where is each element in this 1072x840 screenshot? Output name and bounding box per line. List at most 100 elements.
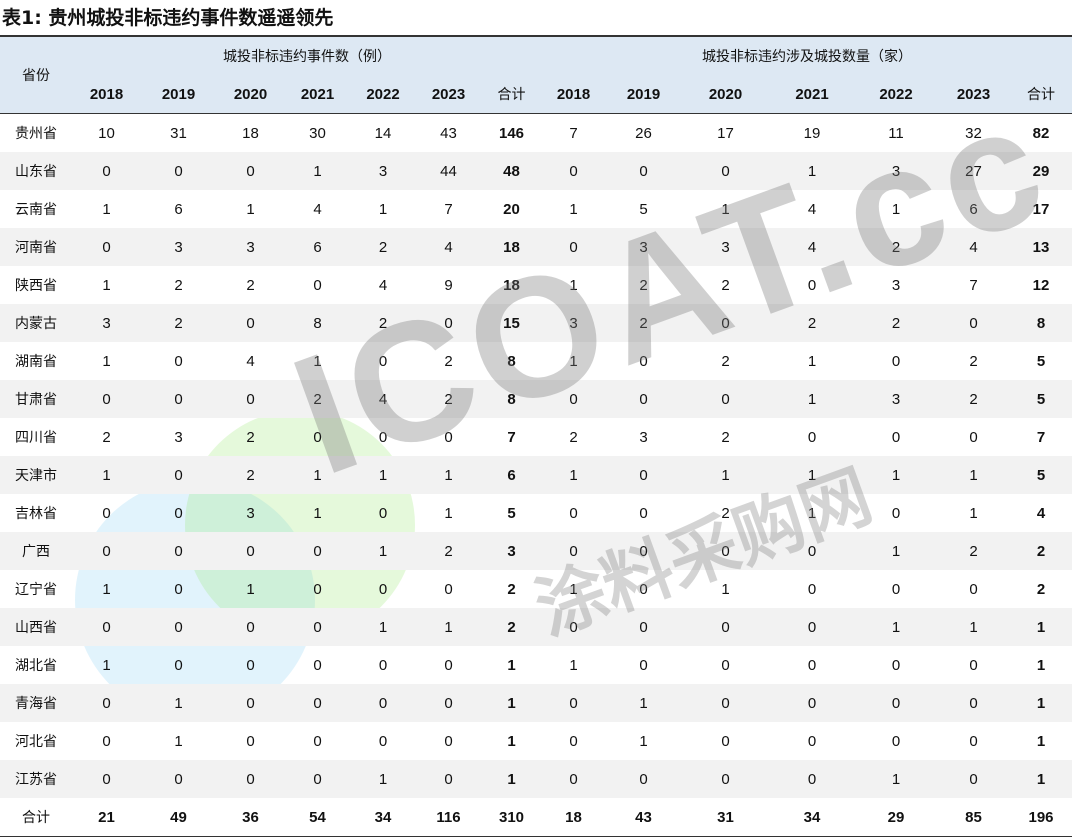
column-header: 2022 [879, 85, 913, 103]
events-cell: 1 [102, 580, 111, 598]
entities-cell: 0 [569, 238, 578, 256]
entities-cell: 7 [969, 276, 978, 294]
events-cell: 1 [313, 352, 322, 370]
events-cell: 7 [444, 200, 453, 218]
entities-cell: 0 [969, 770, 978, 788]
province-cell: 山东省 [15, 164, 57, 180]
entities-cell: 1 [1036, 694, 1046, 712]
events-cell: 7 [507, 428, 516, 446]
events-cell: 0 [174, 390, 183, 408]
events-cell: 0 [174, 504, 183, 522]
events-cell: 1 [444, 504, 453, 522]
events-cell: 0 [246, 618, 255, 636]
province-cell: 青海省 [15, 696, 57, 712]
table-row: 河北省 0 1 0 0 0 0 1 0 1 0 0 0 0 1 [0, 722, 1072, 760]
table-row: 天津市 1 0 2 1 1 1 6 1 0 1 1 1 1 5 [0, 456, 1072, 494]
entities-cell: 0 [721, 542, 730, 560]
entities-cell: 0 [721, 694, 730, 712]
entities-cell: 0 [569, 504, 578, 522]
table-row: 甘肃省 0 0 0 2 4 2 8 0 0 0 1 3 2 5 [0, 380, 1072, 418]
events-cell: 0 [102, 694, 111, 712]
province-cell: 陕西省 [15, 278, 57, 294]
events-cell: 0 [174, 352, 183, 370]
province-cell: 河北省 [15, 734, 57, 750]
events-cell: 0 [378, 428, 388, 446]
events-cell: 1 [378, 200, 388, 218]
entities-cell: 2 [721, 504, 730, 522]
entities-cell: 1 [639, 732, 648, 750]
province-cell: 天津市 [15, 468, 57, 484]
table-row: 辽宁省 1 0 1 0 0 0 2 1 0 1 0 0 0 2 [0, 570, 1072, 608]
table-row: 青海省 0 1 0 0 0 0 1 0 1 0 0 0 0 1 [0, 684, 1072, 722]
entities-cell: 29 [887, 808, 905, 826]
entities-cell: 2 [969, 390, 978, 408]
entities-cell: 0 [569, 542, 578, 560]
events-cell: 0 [246, 770, 255, 788]
entities-cell: 0 [891, 580, 901, 598]
events-cell: 4 [444, 238, 453, 256]
events-cell: 3 [378, 162, 388, 180]
entities-cell: 3 [721, 238, 730, 256]
table-row: 山东省 0 0 0 1 3 44 48 0 0 0 1 3 27 29 [0, 152, 1072, 190]
entities-cell: 0 [721, 656, 730, 674]
events-cell: 2 [378, 314, 388, 332]
entities-cell: 0 [639, 466, 648, 484]
table-row: 云南省 1 6 1 4 1 7 20 1 5 1 4 1 6 17 [0, 190, 1072, 228]
entities-cell: 1 [721, 466, 730, 484]
events-cell: 31 [170, 124, 187, 142]
entities-cell: 5 [639, 200, 648, 218]
events-cell: 146 [498, 124, 525, 142]
events-cell: 6 [313, 238, 322, 256]
table-row: 河南省 0 3 3 6 2 4 18 0 3 3 4 2 4 13 [0, 228, 1072, 266]
entities-cell: 31 [717, 808, 734, 826]
entities-cell: 32 [965, 124, 982, 142]
entities-cell: 0 [569, 162, 578, 180]
entities-cell: 2 [807, 314, 817, 332]
events-cell: 49 [170, 808, 187, 826]
events-cell: 0 [444, 770, 453, 788]
entities-cell: 3 [639, 428, 648, 446]
events-cell: 1 [378, 618, 388, 636]
events-cell: 0 [102, 618, 111, 636]
entities-cell: 1 [569, 580, 578, 598]
entities-cell: 5 [1036, 352, 1046, 370]
events-cell: 310 [498, 808, 525, 826]
entities-cell: 0 [721, 314, 730, 332]
province-cell: 四川省 [15, 430, 57, 446]
province-cell: 湖南省 [15, 354, 57, 370]
events-cell: 1 [313, 466, 322, 484]
events-cell: 0 [313, 656, 322, 674]
column-header: 2019 [626, 85, 661, 103]
entities-cell: 0 [891, 428, 901, 446]
entities-cell: 7 [569, 124, 578, 142]
events-cell: 0 [444, 314, 453, 332]
table-row: 内蒙古 3 2 0 8 2 0 15 3 2 0 2 2 0 8 [0, 304, 1072, 342]
entities-cell: 0 [721, 390, 730, 408]
events-cell: 36 [242, 808, 259, 826]
events-cell: 0 [174, 656, 183, 674]
events-cell: 0 [174, 542, 183, 560]
events-cell: 0 [246, 732, 255, 750]
province-header: 省份 [22, 68, 50, 84]
events-cell: 3 [102, 314, 111, 332]
entities-cell: 3 [891, 276, 901, 294]
entities-cell: 0 [891, 732, 901, 750]
events-cell: 0 [174, 466, 183, 484]
events-cell: 2 [174, 276, 183, 294]
entities-cell: 196 [1028, 808, 1054, 826]
events-cell: 0 [313, 732, 322, 750]
events-cell: 0 [444, 580, 453, 598]
column-header: 2022 [366, 85, 400, 103]
entities-cell: 17 [1032, 200, 1050, 218]
events-cell: 0 [313, 770, 322, 788]
events-cell: 18 [503, 238, 520, 256]
entities-cell: 0 [891, 504, 901, 522]
events-cell: 0 [246, 694, 255, 712]
province-cell: 合计 [22, 810, 50, 826]
events-cell: 0 [102, 732, 111, 750]
entities-cell: 29 [1032, 162, 1050, 180]
entities-cell: 1 [1036, 618, 1046, 636]
events-cell: 0 [313, 694, 322, 712]
events-cell: 1 [444, 618, 453, 636]
province-cell: 内蒙古 [15, 316, 57, 332]
